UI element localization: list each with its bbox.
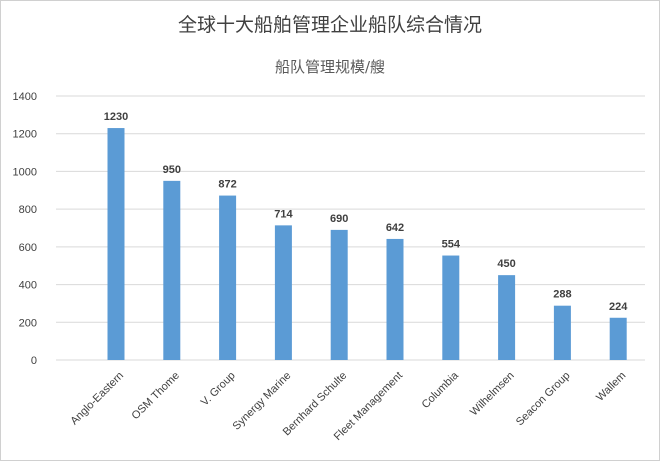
y-tick-label: 1000 xyxy=(13,166,37,178)
data-label: 872 xyxy=(218,179,236,191)
bar xyxy=(163,180,181,360)
bar xyxy=(274,225,292,360)
bars xyxy=(107,128,627,360)
x-tick-label: OSM Thome xyxy=(129,370,181,422)
x-tick-label: Seacon Group xyxy=(514,370,573,429)
data-label: 554 xyxy=(442,239,461,251)
y-tick-label: 0 xyxy=(31,355,37,367)
bar xyxy=(553,305,571,360)
data-label: 690 xyxy=(330,213,348,225)
data-label: 642 xyxy=(386,222,404,234)
x-tick-label: Wilhelmsen xyxy=(468,370,517,419)
gridlines xyxy=(56,95,645,361)
bar xyxy=(386,238,404,360)
data-label: 450 xyxy=(497,258,515,270)
bar xyxy=(107,128,125,360)
bar xyxy=(442,255,460,360)
y-tick-label: 200 xyxy=(19,317,37,329)
y-tick-label: 800 xyxy=(19,204,37,216)
x-tick-label: Wallem xyxy=(594,370,628,404)
data-label: 288 xyxy=(553,289,571,301)
bar xyxy=(219,195,237,360)
y-tick-label: 1400 xyxy=(13,91,37,103)
data-label: 714 xyxy=(274,208,293,220)
y-tick-label: 1200 xyxy=(13,129,37,141)
chart-title: 全球十大船舶管理企业船队综合情况 xyxy=(177,14,482,36)
y-tick-label: 400 xyxy=(19,280,37,292)
data-label: 1230 xyxy=(104,111,128,123)
x-tick-label: Anglo-Eastern xyxy=(68,370,126,428)
y-axis-ticks: 0 200 400 600 800 1000 1200 1400 xyxy=(13,91,37,367)
data-label: 950 xyxy=(163,164,181,176)
x-tick-label: V. Group xyxy=(199,370,238,409)
bar xyxy=(609,317,627,360)
x-tick-label: Synergy Marine xyxy=(231,370,294,433)
data-label: 224 xyxy=(609,301,628,313)
x-tick-label: Columbia xyxy=(420,369,462,411)
y-tick-label: 600 xyxy=(19,242,37,254)
bar xyxy=(330,229,348,360)
bar xyxy=(498,275,516,360)
data-labels: 1230 950 872 714 690 642 554 450 288 224 xyxy=(104,111,628,313)
chart-subtitle: 船队管理规模/艘 xyxy=(274,58,386,76)
